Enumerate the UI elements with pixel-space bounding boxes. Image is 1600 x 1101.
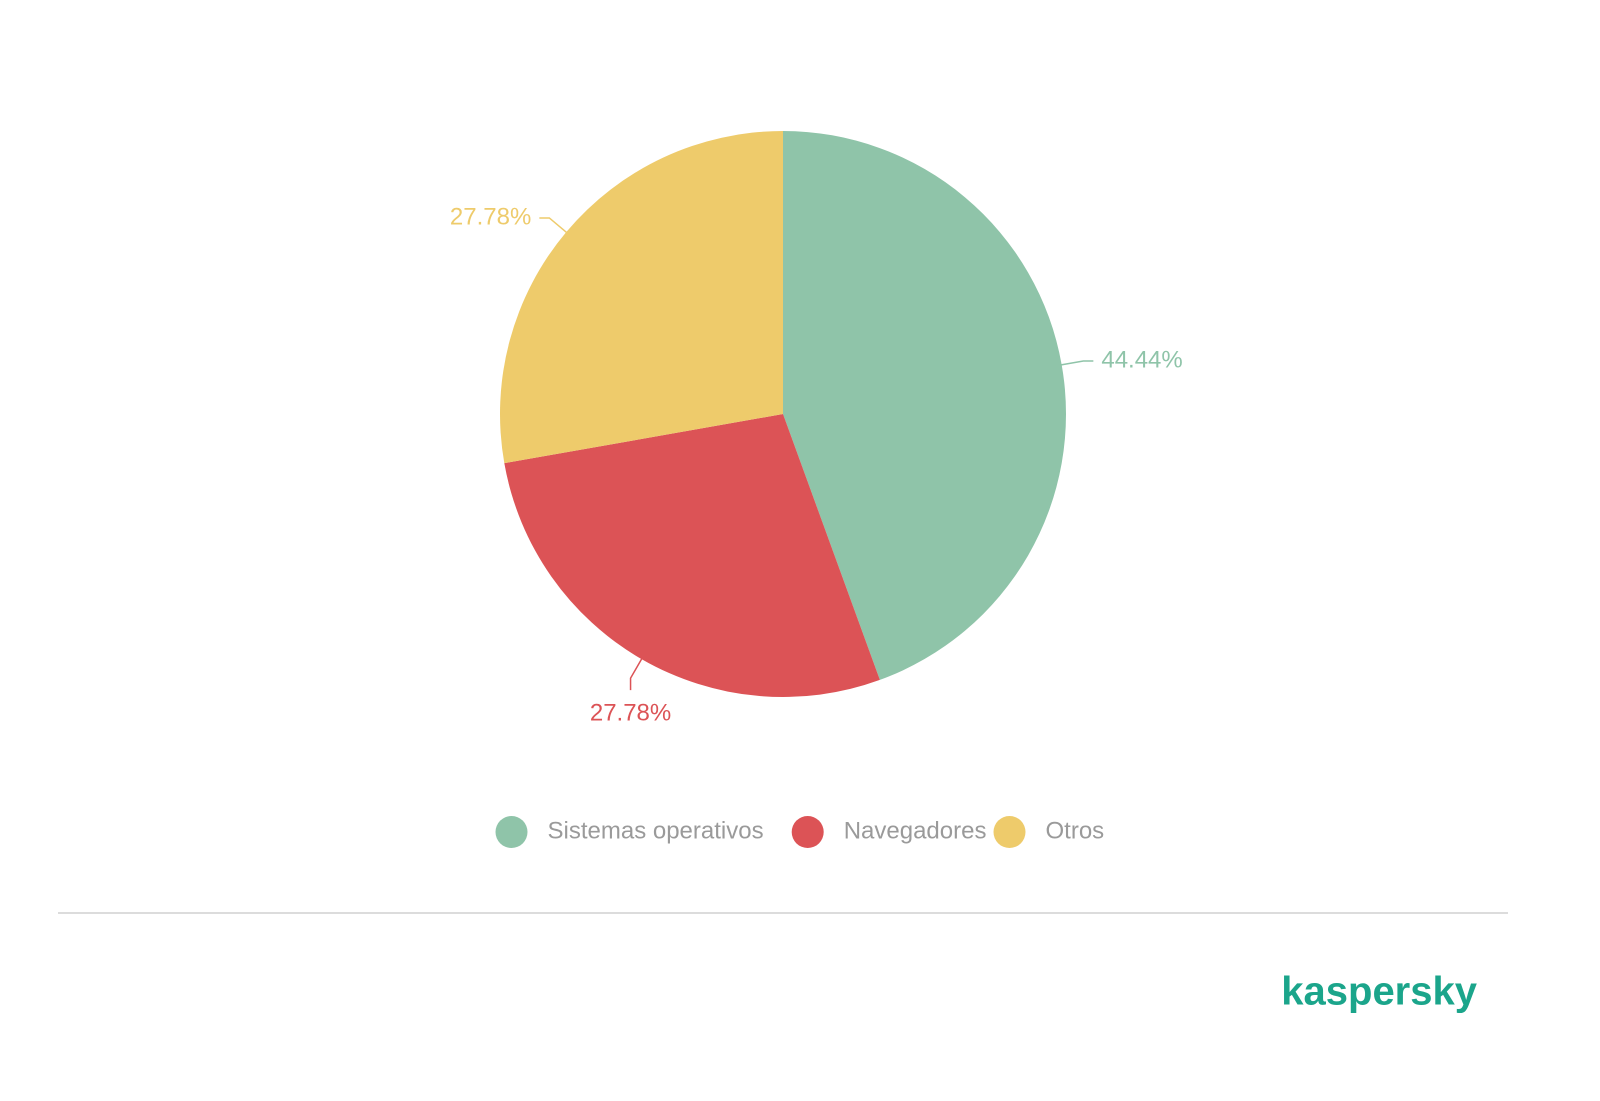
leader-line	[629, 657, 644, 691]
legend-label: Otros	[1046, 817, 1105, 844]
pie-slice	[504, 414, 880, 698]
brand-logo: kaspersky	[1281, 970, 1477, 1014]
leader-line	[539, 217, 569, 234]
legend-label: Sistemas operativos	[548, 817, 764, 844]
legend-label: Navegadores	[844, 817, 987, 844]
data-label: 27.78%	[450, 203, 531, 230]
pie-slice	[783, 131, 1066, 680]
legend-marker	[993, 816, 1026, 848]
data-label: 44.44%	[1101, 346, 1182, 373]
pie-slice	[500, 131, 783, 464]
legend-marker	[495, 816, 528, 848]
leader-line	[1059, 360, 1094, 366]
legend-marker	[791, 816, 824, 848]
data-label: 27.78%	[590, 700, 671, 727]
